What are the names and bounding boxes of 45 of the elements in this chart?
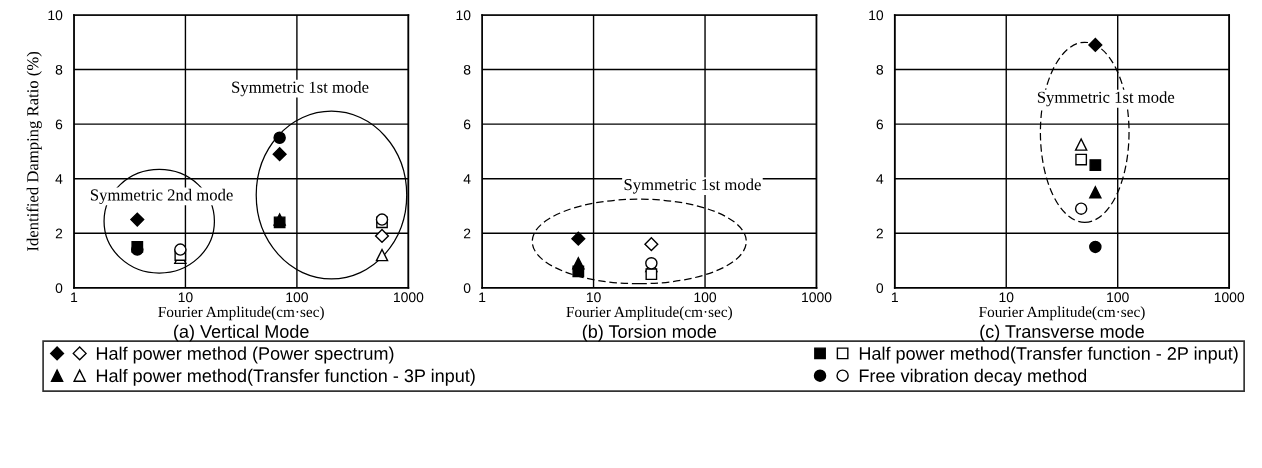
y-tick-label: 6	[876, 119, 884, 130]
x-tick-label: 10	[178, 292, 193, 303]
legend-label: Free vibration decay method	[859, 368, 1087, 386]
y-tick-label: 10	[456, 10, 471, 21]
legend-label: Half power method(Transfer function - 2P input)	[859, 346, 1238, 364]
annotation: Symmetric 2nd mode	[90, 188, 233, 204]
x-tick-label: 1000	[1214, 292, 1245, 303]
y-tick-label: 0	[463, 283, 471, 293]
text: (c) Transverse mode	[980, 324, 1144, 342]
y-tick-label: 8	[463, 64, 471, 75]
x-tick-label: 1	[71, 292, 78, 303]
text: (a) Vertical Mode	[174, 324, 309, 342]
y-tick-label: 6	[463, 119, 471, 130]
y-tick-label: 6	[55, 119, 63, 130]
x-tick-label: 1000	[802, 292, 832, 303]
y-tick-label: 8	[55, 64, 63, 75]
y-axis-title: Identified Damping Ratio (%)	[26, 51, 42, 251]
x-tick-label: 100	[286, 292, 308, 303]
y-tick-label: 2	[876, 228, 883, 239]
x-tick-label: 10	[999, 292, 1014, 303]
x-tick-label: 10	[586, 292, 601, 303]
legend-label: Half power method (Power spectrum)	[96, 346, 394, 364]
x-tick-label: 1	[479, 292, 486, 303]
y-tick-label: 4	[463, 174, 471, 184]
y-tick-label: 2	[463, 228, 471, 239]
y-tick-label: 0	[55, 283, 63, 293]
annotation: Symmetric 1st mode	[624, 178, 761, 194]
y-tick-label: 8	[876, 64, 884, 75]
annotation: Symmetric 1st mode	[1037, 91, 1175, 107]
y-tick-label: 10	[869, 10, 884, 21]
annotation: Symmetric 1st mode	[232, 81, 369, 97]
x-tick-label: 1	[891, 292, 898, 303]
x-axis-title: Fourier Amplitude(cm·sec)	[979, 306, 1145, 321]
x-tick-label: 1000	[394, 292, 424, 303]
x-tick-label: 100	[1107, 292, 1129, 303]
y-tick-label: 0	[876, 283, 884, 293]
y-tick-label: 4	[876, 174, 884, 184]
text: (b) Torsion mode	[582, 324, 717, 342]
y-tick-label: 10	[48, 10, 63, 21]
y-tick-label: 4	[55, 174, 63, 184]
x-tick-label: 100	[694, 292, 717, 303]
x-axis-title: Fourier Amplitude(cm·sec)	[566, 306, 732, 321]
legend-label: Half power method(Transfer function - 3P input)	[96, 368, 475, 386]
y-tick-label: 2	[55, 228, 63, 239]
x-axis-title: Fourier Amplitude(cm·sec)	[158, 306, 324, 321]
